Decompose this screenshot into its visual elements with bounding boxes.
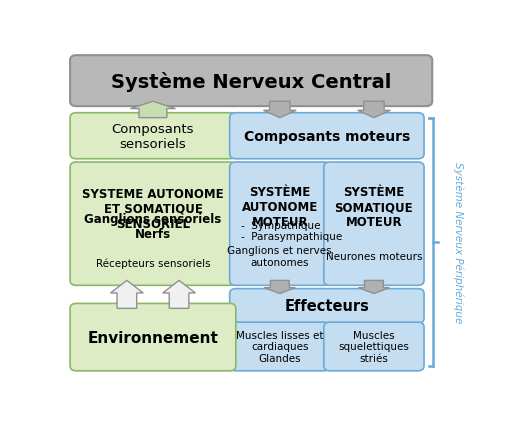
- FancyBboxPatch shape: [230, 322, 330, 371]
- Text: Muscles lisses et
cardiaques
Glandes: Muscles lisses et cardiaques Glandes: [236, 330, 324, 363]
- Polygon shape: [359, 281, 390, 294]
- Text: Ganglions sensoriels
Nerfs: Ganglions sensoriels Nerfs: [84, 213, 222, 240]
- Text: Environnement: Environnement: [88, 330, 219, 345]
- Text: Ganglions et nerves
autonomes: Ganglions et nerves autonomes: [228, 245, 332, 267]
- FancyBboxPatch shape: [70, 113, 236, 159]
- Text: Muscles
squelettiques
striés: Muscles squelettiques striés: [338, 330, 409, 363]
- Text: Neurones moteurs: Neurones moteurs: [326, 251, 422, 261]
- Polygon shape: [110, 281, 143, 308]
- FancyBboxPatch shape: [230, 289, 424, 323]
- Text: Système Nerveux Central: Système Nerveux Central: [111, 72, 391, 92]
- Text: SYSTÈME
AUTONOME
MOTEUR: SYSTÈME AUTONOME MOTEUR: [242, 186, 318, 228]
- Text: Composants moteurs: Composants moteurs: [244, 130, 410, 144]
- Polygon shape: [263, 102, 296, 118]
- Text: -  Sympathique
-  Parasympathique: - Sympathique - Parasympathique: [241, 220, 342, 242]
- FancyBboxPatch shape: [70, 56, 432, 107]
- FancyBboxPatch shape: [324, 163, 424, 286]
- Polygon shape: [357, 102, 390, 118]
- Text: Système Nerveux Périphérique: Système Nerveux Périphérique: [453, 162, 463, 322]
- Polygon shape: [130, 102, 175, 118]
- Polygon shape: [264, 281, 295, 294]
- FancyBboxPatch shape: [230, 113, 424, 159]
- Polygon shape: [163, 281, 195, 308]
- Text: Récepteurs sensoriels: Récepteurs sensoriels: [96, 257, 210, 268]
- FancyBboxPatch shape: [70, 304, 236, 371]
- Text: SYSTÈME
SOMATIQUE
MOTEUR: SYSTÈME SOMATIQUE MOTEUR: [335, 186, 413, 228]
- Text: Effecteurs: Effecteurs: [285, 299, 369, 314]
- FancyBboxPatch shape: [70, 163, 236, 286]
- Text: Composants
sensoriels: Composants sensoriels: [112, 122, 194, 150]
- Text: SYSTEME AUTONOME
ET SOMATIQUE
SENSORIEL: SYSTEME AUTONOME ET SOMATIQUE SENSORIEL: [82, 187, 224, 230]
- FancyBboxPatch shape: [324, 322, 424, 371]
- FancyBboxPatch shape: [230, 163, 330, 286]
